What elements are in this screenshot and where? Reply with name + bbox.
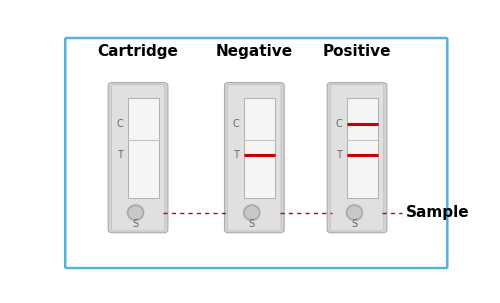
FancyBboxPatch shape xyxy=(224,82,284,233)
Text: Positive: Positive xyxy=(323,44,391,59)
Text: Negative: Negative xyxy=(216,44,293,59)
Ellipse shape xyxy=(347,206,362,219)
FancyBboxPatch shape xyxy=(65,38,448,268)
Ellipse shape xyxy=(244,206,260,219)
FancyBboxPatch shape xyxy=(330,85,384,231)
Text: S: S xyxy=(352,219,358,229)
Ellipse shape xyxy=(244,205,260,221)
Text: Cartridge: Cartridge xyxy=(98,44,178,59)
Text: S: S xyxy=(132,219,138,229)
Ellipse shape xyxy=(346,205,363,221)
Ellipse shape xyxy=(128,206,143,219)
Text: T: T xyxy=(117,150,123,160)
Bar xyxy=(128,98,159,198)
Bar xyxy=(244,98,276,198)
Text: Sample: Sample xyxy=(406,205,469,220)
Ellipse shape xyxy=(127,205,144,221)
Text: C: C xyxy=(233,119,239,129)
FancyBboxPatch shape xyxy=(112,85,165,231)
Text: T: T xyxy=(233,150,239,160)
Bar xyxy=(347,98,378,198)
Text: T: T xyxy=(336,150,342,160)
Text: C: C xyxy=(116,119,123,129)
FancyBboxPatch shape xyxy=(228,85,281,231)
Text: S: S xyxy=(248,219,255,229)
Text: C: C xyxy=(336,119,342,129)
FancyBboxPatch shape xyxy=(327,82,387,233)
FancyBboxPatch shape xyxy=(108,82,168,233)
